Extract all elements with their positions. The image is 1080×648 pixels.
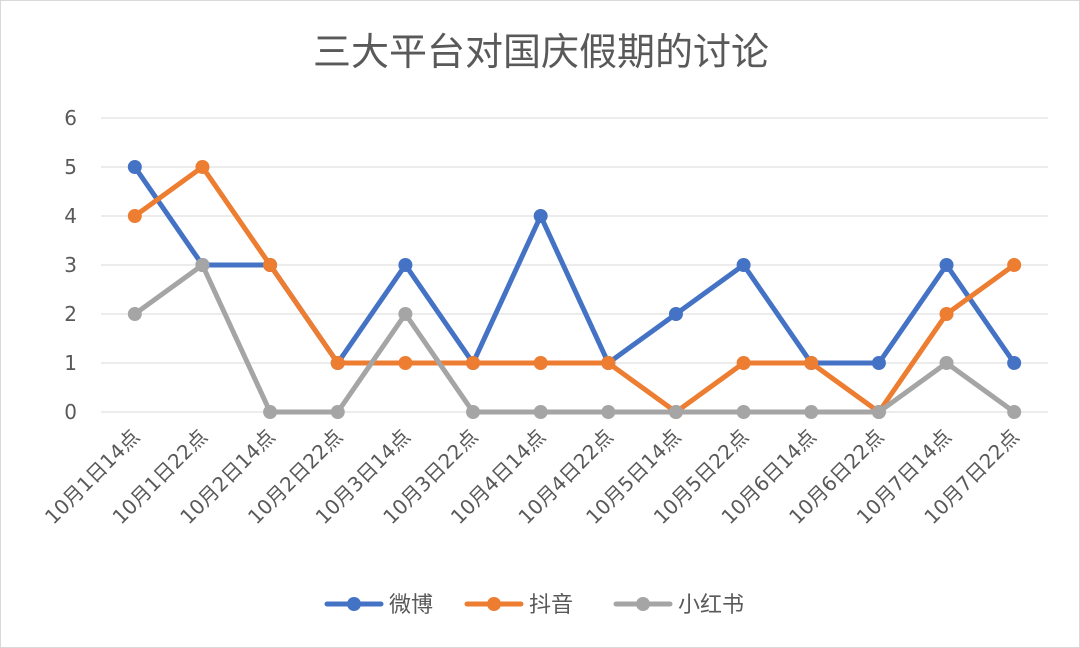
data-point: [736, 356, 751, 370]
data-point: [871, 356, 886, 370]
data-point: [466, 356, 481, 370]
data-point: [398, 307, 413, 321]
data-point: [601, 405, 616, 419]
y-tick-label: 1: [64, 351, 77, 375]
chart-title: 三大平台对国庆假期的讨论: [313, 30, 769, 74]
data-point: [127, 209, 142, 223]
legend-item: 小红书: [613, 593, 744, 618]
data-point: [939, 356, 954, 370]
series-line: [132, 164, 1017, 415]
y-tick-label: 3: [64, 253, 77, 277]
legend-swatch-marker: [487, 597, 501, 611]
data-point: [939, 307, 954, 321]
data-point: [533, 209, 548, 223]
data-point: [1007, 356, 1022, 370]
data-point: [263, 405, 278, 419]
data-point: [736, 258, 751, 272]
data-point: [127, 160, 142, 174]
series-layer: [127, 160, 1022, 419]
data-point: [398, 258, 413, 272]
legend: 微博 抖音 小红书: [324, 593, 744, 618]
data-point: [398, 356, 413, 370]
data-point: [1007, 405, 1022, 419]
data-point: [533, 405, 548, 419]
series-3: [127, 258, 1022, 419]
series-line: [132, 262, 1017, 415]
data-point: [195, 160, 210, 174]
y-tick-label: 2: [64, 302, 77, 326]
series-2: [127, 160, 1022, 419]
data-point: [466, 405, 481, 419]
data-point: [871, 405, 886, 419]
data-point: [601, 356, 616, 370]
y-tick-label: 5: [64, 155, 77, 179]
data-point: [804, 356, 819, 370]
data-point: [127, 307, 142, 321]
data-point: [195, 258, 210, 272]
legend-label: 小红书: [678, 593, 744, 618]
x-axis-ticks: 10月1日14点10月1日22点10月2日14点10月2日22点10月3日14点…: [40, 425, 1024, 529]
data-point: [668, 307, 683, 321]
data-point: [330, 405, 345, 419]
legend-label: 抖音: [529, 593, 573, 618]
data-point: [804, 405, 819, 419]
y-tick-label: 0: [64, 400, 77, 424]
data-point: [533, 356, 548, 370]
data-point: [668, 405, 683, 419]
data-point: [1007, 258, 1022, 272]
legend-item: 抖音: [464, 593, 573, 618]
y-tick-label: 6: [64, 106, 77, 130]
data-point: [330, 356, 345, 370]
data-point: [736, 405, 751, 419]
data-point: [939, 258, 954, 272]
y-axis-ticks: 0 1 2 3 4 5 6: [64, 106, 77, 424]
legend-swatch-marker: [636, 597, 650, 611]
y-tick-label: 4: [64, 204, 77, 228]
legend-swatch-marker: [347, 597, 361, 611]
data-point: [263, 258, 278, 272]
legend-label: 微博: [389, 593, 433, 618]
legend-item: 微博: [324, 593, 433, 618]
